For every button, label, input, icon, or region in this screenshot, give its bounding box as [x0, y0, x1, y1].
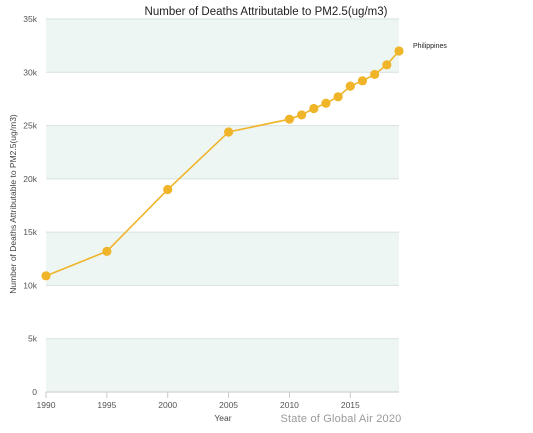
x-tick-label: 2010 [280, 400, 299, 410]
data-point[interactable] [382, 60, 392, 70]
data-point[interactable] [333, 92, 343, 102]
x-axis-label: Year [214, 413, 231, 423]
y-tick-label: 5k [28, 334, 38, 344]
plot-band [46, 338, 399, 392]
y-tick-label: 0 [32, 387, 37, 397]
plot-band [46, 232, 399, 286]
y-axis-ticks: 0 5k 10k 15k 20k 25k 30k 35k [23, 14, 37, 397]
data-point[interactable] [297, 110, 307, 120]
data-point[interactable] [394, 46, 404, 56]
data-point[interactable] [284, 114, 295, 124]
x-tick-label: 2000 [158, 400, 177, 410]
data-point[interactable] [357, 76, 368, 86]
y-tick-label: 10k [23, 280, 37, 290]
x-tick-label: 2015 [341, 400, 360, 410]
y-tick-label: 35k [23, 14, 37, 24]
chart-title: Number of Deaths Attributable to PM2.5(u… [145, 6, 388, 18]
data-point[interactable] [345, 81, 355, 91]
legend-item-philippines[interactable]: Philippines [413, 43, 447, 50]
x-tick-label: 1995 [97, 400, 116, 410]
data-point[interactable] [41, 271, 51, 281]
y-axis-label: Number of Deaths Attributable to PM2.5(u… [8, 114, 18, 294]
y-tick-label: 25k [23, 121, 37, 131]
data-point[interactable] [223, 127, 234, 137]
y-tick-label: 30k [23, 67, 37, 77]
series-group [41, 46, 404, 281]
data-point[interactable] [321, 98, 331, 108]
data-point[interactable] [102, 246, 112, 256]
gridlines [46, 18, 399, 340]
y-tick-label: 15k [23, 227, 37, 237]
plot-band [46, 125, 399, 179]
x-axis-ticks: 1990 1995 2000 2005 2010 2015 [37, 392, 360, 410]
data-point[interactable] [309, 103, 319, 114]
y-tick-label: 20k [23, 174, 37, 184]
plot-bands [46, 19, 399, 392]
data-point[interactable] [370, 69, 380, 80]
data-point[interactable] [163, 184, 173, 195]
x-tick-label: 1990 [37, 400, 56, 410]
x-tick-label: 2005 [219, 400, 238, 410]
credit-text: State of Global Air 2020 [281, 413, 402, 425]
plot-band [46, 19, 399, 73]
